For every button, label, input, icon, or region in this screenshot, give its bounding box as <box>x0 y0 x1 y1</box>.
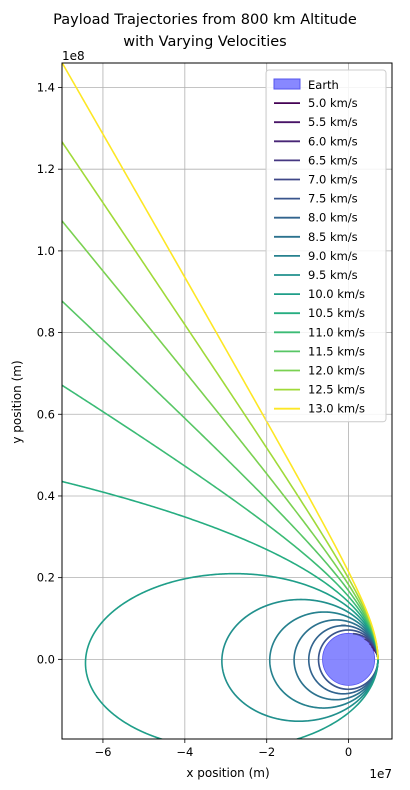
chart-title: Payload Trajectories from 800 km Altitud… <box>53 12 357 50</box>
y-tick-label: 0.6 <box>37 407 55 421</box>
trajectory-10-5-km-s <box>62 480 379 660</box>
trajectory-9-5-km-s <box>221 598 379 723</box>
y-tick-label: 0.8 <box>37 326 55 340</box>
legend-swatch-earth <box>273 78 301 90</box>
legend-label: 9.5 km/s <box>308 268 358 282</box>
legend-label: 8.0 km/s <box>308 211 358 225</box>
legend-label: 6.5 km/s <box>308 153 358 167</box>
legend-label: 8.5 km/s <box>308 230 358 244</box>
trajectory-8-5-km-s <box>293 619 379 701</box>
legend-label: 10.0 km/s <box>308 287 365 301</box>
legend-label: 7.5 km/s <box>308 192 358 206</box>
legend-label: 6.0 km/s <box>308 134 358 148</box>
legend-label: 7.0 km/s <box>308 173 358 187</box>
x-tick-label: 0 <box>345 745 352 759</box>
x-offset-label: 1e7 <box>369 767 392 781</box>
y-tick-label: 0.2 <box>37 571 55 585</box>
legend-label: 12.0 km/s <box>308 364 365 378</box>
x-tick-label: −2 <box>258 745 275 759</box>
trajectory-lines <box>62 63 379 739</box>
earth-circle <box>322 632 376 686</box>
y-tick-label: 0.4 <box>37 489 55 503</box>
y-axis-ticks: 0.0 0.2 0.4 0.6 0.8 1.0 1.2 1.4 <box>37 81 62 666</box>
legend-label: 10.5 km/s <box>308 306 365 320</box>
legend: Earth 5.0 km/s 5.5 km/s 6.0 km/s 6.5 km/s 7.0… <box>265 69 387 423</box>
legend-label: 11.5 km/s <box>308 344 365 358</box>
legend-label: 5.5 km/s <box>308 115 358 129</box>
legend-label: 9.0 km/s <box>308 249 358 263</box>
x-tick-label: −4 <box>176 745 193 759</box>
y-axis-label: y position (m) <box>10 360 24 443</box>
y-tick-label: 1.0 <box>37 244 55 258</box>
y-tick-label: 1.4 <box>37 81 55 95</box>
legend-label: 5.0 km/s <box>308 96 358 110</box>
trajectory-10-0-km-s <box>84 572 379 739</box>
chart-title-line-2: with Varying Velocities <box>123 34 286 50</box>
x-axis-label: x position (m) <box>186 766 269 780</box>
trajectory-7-5-km-s <box>317 629 379 691</box>
plot-frame <box>61 62 393 740</box>
earth-circle-layer <box>322 632 376 686</box>
x-tick-label: −6 <box>94 745 111 759</box>
legend-label-earth: Earth <box>308 78 339 92</box>
y-tick-label: 1.2 <box>37 162 55 176</box>
y-tick-label: 0.0 <box>37 652 55 666</box>
legend-box <box>265 69 387 423</box>
legend-label: 13.0 km/s <box>308 402 365 416</box>
y-offset-label: 1e8 <box>62 49 85 63</box>
legend-label: 12.5 km/s <box>308 383 365 397</box>
x-axis-ticks: −6−4−202 <box>94 739 352 759</box>
legend-label: 11.0 km/s <box>308 325 365 339</box>
chart-title-line-1: Payload Trajectories from 800 km Altitud… <box>53 12 357 28</box>
